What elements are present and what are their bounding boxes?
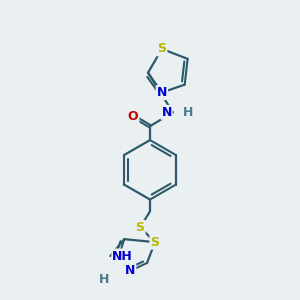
Text: H: H [182,106,193,119]
Text: S: S [136,221,145,234]
Text: N: N [113,251,124,265]
Text: NH: NH [112,250,133,262]
Text: S: S [158,42,166,56]
Text: N: N [157,86,167,99]
Text: N: N [161,106,172,119]
Text: O: O [128,110,139,123]
Text: H: H [99,273,110,286]
Text: S: S [151,236,160,249]
Text: N: N [125,264,135,278]
